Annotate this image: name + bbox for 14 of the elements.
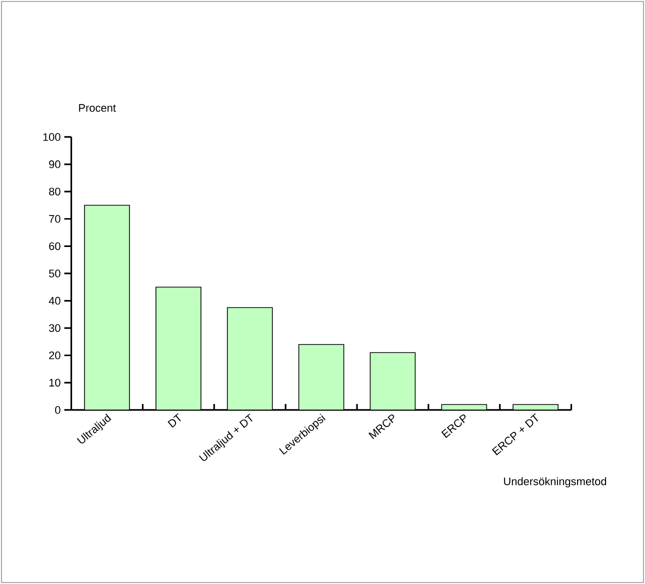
y-tick-label: 30: [49, 324, 60, 332]
y-tick-label: 90: [49, 160, 60, 168]
y-tick-label: 10: [49, 378, 60, 387]
y-tick-label: 40: [48, 296, 60, 305]
y-axis-title: Procent: [79, 104, 116, 112]
x-axis-title: Undersökningsmetod: [504, 477, 606, 488]
y-tick-label: 70: [49, 215, 60, 223]
y-tick-label: 80: [49, 188, 60, 196]
y-tick-label: 20: [49, 352, 60, 360]
y-tick-label: 50: [49, 270, 60, 278]
x-tick-label: DT: [168, 413, 181, 428]
y-tick-label: 60: [49, 242, 60, 250]
y-tick-label: 100: [43, 133, 60, 141]
y-tick-label: 0: [55, 406, 60, 414]
